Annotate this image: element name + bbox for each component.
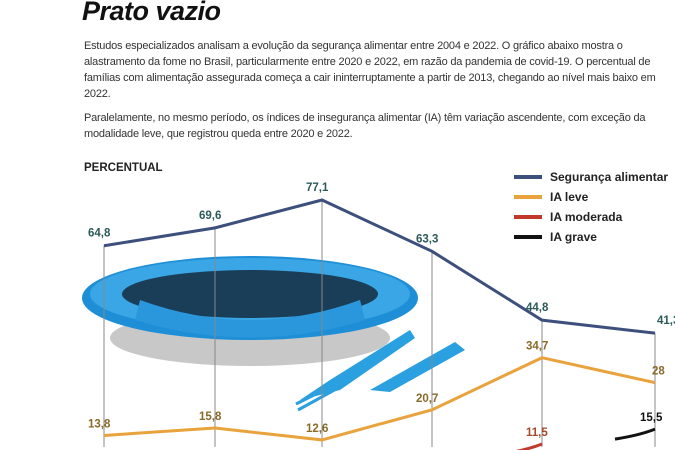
series-line-1 — [103, 356, 656, 442]
data-label: 41,3 — [657, 315, 675, 327]
knife-icon — [370, 342, 465, 392]
legend-entry: IA leve — [550, 190, 589, 204]
data-label: 28 — [652, 366, 665, 378]
data-label: 69,6 — [199, 210, 221, 222]
data-label: 63,3 — [416, 233, 438, 245]
data-label: 15,5 — [640, 412, 663, 424]
intro-paragraph: Estudos especializados analisam a evoluç… — [84, 40, 656, 100]
series-line-3 — [614, 427, 656, 441]
data-label: 44,8 — [526, 302, 549, 314]
legend-entry: IA grave — [550, 230, 597, 244]
data-label: 20,7 — [416, 393, 438, 405]
legend-entry: Segurança alimentar — [550, 170, 668, 184]
series-line-0 — [103, 198, 656, 335]
fork-icon — [295, 330, 415, 412]
data-label: 64,8 — [88, 228, 111, 240]
data-label: 15,8 — [199, 411, 222, 423]
legend-entry: IA moderada — [550, 210, 623, 224]
second-paragraph: Paralelamente, no mesmo período, os índi… — [84, 112, 646, 140]
data-label: 11,5 — [526, 427, 548, 439]
series-line-2 — [515, 442, 543, 450]
page-title: Prato vazio — [82, 0, 221, 26]
data-label: 13,8 — [88, 418, 111, 430]
y-axis-label: PERCENTUAL — [84, 162, 163, 174]
data-label: 12,6 — [306, 423, 328, 435]
data-label: 77,1 — [306, 182, 329, 194]
plate-illustration — [82, 256, 465, 412]
data-label: 34,7 — [526, 341, 548, 353]
